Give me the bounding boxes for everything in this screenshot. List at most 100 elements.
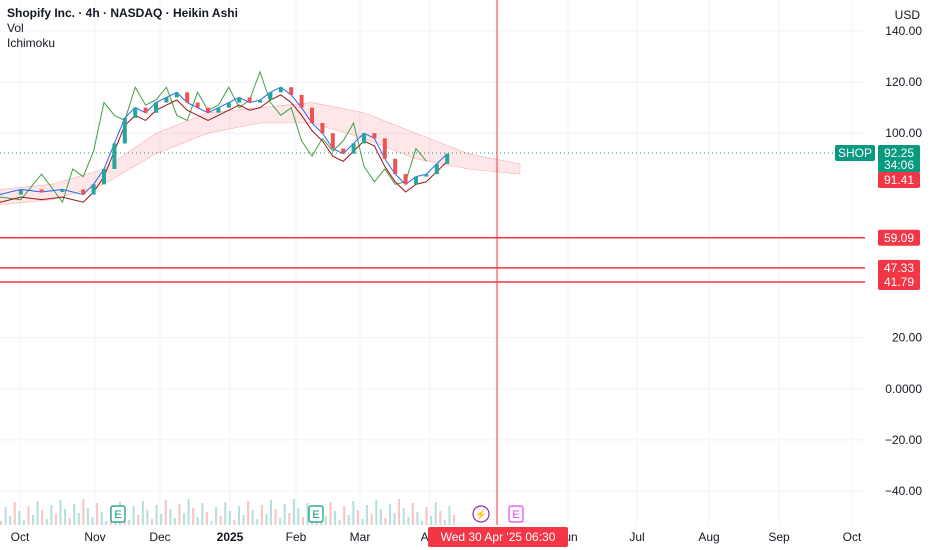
volume-bar	[233, 520, 236, 525]
volume-bar	[132, 506, 135, 525]
candle	[216, 107, 221, 113]
volume-bar	[453, 515, 456, 525]
volume-bar	[64, 509, 67, 525]
volume-bar	[430, 516, 433, 525]
candle	[403, 174, 408, 185]
volume-bar	[22, 520, 25, 525]
volume-bar	[100, 512, 103, 525]
symbol-tag-bg	[835, 145, 875, 161]
volume-bar	[434, 502, 437, 525]
volume-bar	[228, 511, 231, 525]
volume-bar	[27, 506, 30, 525]
conversion-line	[0, 86, 448, 196]
candle	[143, 107, 148, 113]
volume-bar	[269, 500, 272, 525]
chart-title: Shopify Inc. · 4h · NASDAQ · Heikin Ashi	[7, 6, 238, 20]
volume-bar	[50, 505, 53, 525]
candle	[320, 123, 325, 134]
volume-bar	[201, 503, 204, 525]
x-tick-label: Oct	[843, 530, 862, 544]
volume-bar	[54, 514, 57, 525]
candle	[289, 87, 294, 95]
y-tick-label: −20.00	[885, 433, 922, 447]
candle	[154, 102, 158, 113]
volume-bar	[338, 520, 341, 525]
dividend-marker	[472, 505, 490, 523]
volume-bar	[379, 509, 382, 525]
x-tick-label: Aug	[698, 530, 719, 544]
volume-bar	[375, 500, 378, 525]
candle	[185, 92, 190, 103]
candle	[226, 102, 231, 108]
volume-bar	[146, 510, 149, 525]
volume-bar	[398, 499, 401, 525]
earnings-marker-label: E	[312, 509, 319, 521]
candle	[81, 189, 86, 195]
volume-bar	[324, 516, 327, 525]
y-tick-label: 0.0000	[885, 382, 922, 396]
volume-bar	[416, 512, 419, 525]
y-tick-label: 100.00	[885, 126, 922, 140]
ichimoku-cloud	[0, 102, 521, 206]
candle	[112, 143, 117, 169]
candle	[39, 189, 44, 192]
volume-bar	[45, 519, 48, 525]
candle	[351, 143, 356, 154]
volume-bar	[91, 517, 94, 525]
volume-bar	[0, 521, 2, 525]
volume-bar	[260, 505, 263, 525]
x-tick-label: Oct	[11, 530, 30, 544]
candle	[174, 92, 179, 98]
volume-bar	[59, 500, 62, 525]
candle	[434, 163, 439, 175]
volume-bar	[128, 520, 131, 525]
volume-bar	[329, 502, 332, 525]
candle	[414, 176, 418, 185]
volume-bar	[265, 514, 268, 525]
indicator-vol[interactable]: Vol	[7, 21, 24, 35]
volume-bar	[224, 502, 227, 525]
earnings-marker	[308, 505, 324, 523]
level-tag-bg	[878, 229, 920, 246]
volume-bar	[32, 515, 35, 525]
x-tick-label: Nov	[84, 530, 105, 544]
volume-bar	[160, 514, 163, 525]
volume-bar	[292, 499, 295, 525]
volume-bar	[183, 513, 186, 525]
lagging-span-line	[0, 70, 427, 204]
volume-bar	[196, 517, 199, 525]
volume-bar	[425, 507, 428, 525]
x-tick-label: 2025	[217, 530, 244, 544]
candle	[362, 133, 366, 144]
volume-bar	[68, 518, 71, 525]
indicator-ichimoku[interactable]: Ichimoku	[7, 36, 56, 50]
candle	[122, 117, 127, 144]
x-tick-label: Mar	[350, 530, 371, 544]
price-tag-text: 92.25	[884, 146, 914, 160]
candle	[237, 97, 242, 103]
volume-bar	[187, 499, 190, 525]
volume-bar	[384, 518, 387, 525]
volume-bar	[36, 501, 39, 525]
volume-bar	[4, 507, 7, 525]
volume-bar	[242, 515, 245, 525]
volume-bar	[210, 521, 213, 525]
level-tag-text: 59.09	[884, 231, 914, 245]
currency-selector[interactable]: USD	[894, 8, 920, 22]
volume-bar	[86, 508, 89, 525]
lightning-icon: ⚡	[475, 508, 487, 521]
candle	[195, 102, 200, 108]
volume-bar	[41, 510, 44, 525]
volume-bar	[151, 519, 154, 525]
candle	[341, 148, 346, 154]
volume-bar	[219, 516, 222, 525]
y-tick-label: −40.00	[885, 484, 922, 498]
y-tick-label: 20.00	[892, 331, 922, 345]
symbol-tag-text: SHOP	[838, 146, 872, 160]
volume-bar	[347, 515, 350, 525]
volume-bar	[105, 521, 108, 525]
volume-bar	[370, 514, 373, 525]
volume-bar	[192, 508, 195, 525]
candle	[424, 174, 429, 177]
